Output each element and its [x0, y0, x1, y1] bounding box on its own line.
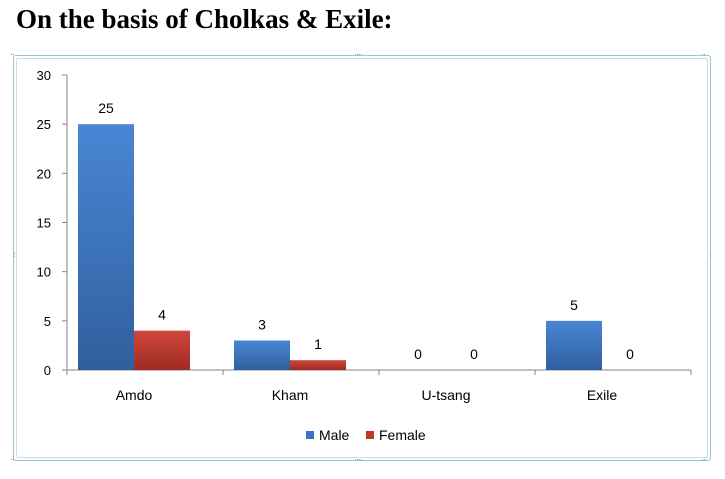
legend-swatch-male — [306, 431, 314, 439]
legend-swatch-female — [366, 431, 374, 439]
bar-female-kham[interactable] — [290, 360, 346, 370]
resize-handle-top-icon[interactable]: ···· — [354, 49, 363, 59]
y-tick-label: 0 — [44, 363, 51, 378]
bar-male-amdo[interactable] — [78, 124, 134, 371]
y-tick-label: 20 — [37, 166, 51, 181]
bar-male-kham[interactable] — [234, 340, 290, 371]
x-tick-label: U-tsang — [421, 387, 470, 403]
y-tick-label: 30 — [37, 68, 51, 83]
resize-handle-topleft-icon[interactable]: ·· — [10, 49, 15, 59]
y-tick-label: 10 — [37, 265, 51, 280]
x-tick-label: Exile — [587, 387, 618, 403]
resize-handle-bottom-icon[interactable]: ···· — [354, 454, 363, 464]
resize-handle-bottomleft-icon[interactable]: ·· — [10, 454, 15, 464]
data-label: 0 — [626, 346, 634, 362]
resize-handle-left-icon[interactable]: ··· — [10, 251, 20, 257]
x-tick-label: Amdo — [116, 387, 153, 403]
data-label: 5 — [570, 297, 578, 313]
x-tick-label: Kham — [272, 387, 309, 403]
data-label: 1 — [314, 336, 322, 352]
resize-handle-topright-icon[interactable]: ·· — [701, 49, 706, 59]
resize-handle-right-icon[interactable]: ··· — [706, 251, 716, 257]
data-label: 25 — [98, 100, 114, 116]
data-label: 4 — [158, 307, 166, 323]
legend-label-male: Male — [319, 427, 350, 443]
data-label: 0 — [414, 346, 422, 362]
resize-handle-bottomright-icon[interactable]: ·· — [701, 454, 706, 464]
y-tick-label: 15 — [37, 216, 51, 231]
data-label: 3 — [258, 317, 266, 333]
page-title: On the basis of Cholkas & Exile: — [16, 4, 393, 34]
y-tick-label: 5 — [44, 314, 51, 329]
bar-male-exile[interactable] — [546, 320, 602, 370]
legend-label-female: Female — [379, 427, 426, 443]
chart-inner-border — [16, 58, 708, 458]
y-tick-label: 25 — [37, 117, 51, 132]
data-label: 0 — [470, 346, 478, 362]
bar-female-amdo[interactable] — [134, 330, 190, 370]
